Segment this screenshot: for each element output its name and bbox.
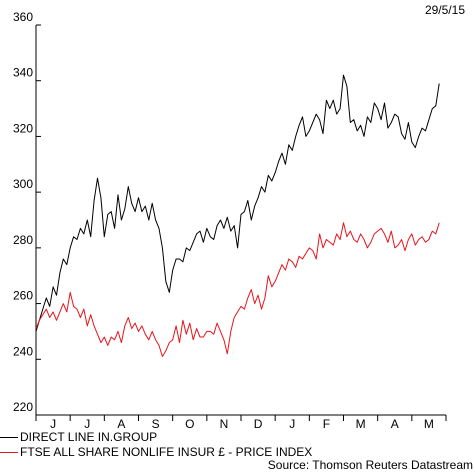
legend-swatch-ftse-nonlife [0,452,18,454]
x-tick-label: J [84,417,90,430]
legend-label-ftse-nonlife: FTSE ALL SHARE NONLIFE INSUR £ - PRICE I… [20,445,313,459]
x-tick-label: M [424,417,434,430]
x-tick-label: A [117,417,125,430]
legend-label-direct-line: DIRECT LINE IN.GROUP [20,430,158,444]
source-note: Source: Thomson Reuters Datastream [267,458,473,472]
y-tick-label: 300 [13,177,33,191]
y-tick-label: 280 [13,233,33,247]
x-tick-label: J [289,417,295,430]
x-tick-label: S [152,417,160,430]
y-tick-label: 360 [13,10,33,24]
x-tick-label: F [323,417,330,430]
y-axis-labels: 220 240 260 280 300 320 340 360 [13,10,33,414]
y-tick-label: 320 [13,121,33,135]
y-axis-ticks [36,24,41,416]
y-tick-label: 340 [13,66,33,80]
legend-item-ftse-nonlife: FTSE ALL SHARE NONLIFE INSUR £ - PRICE I… [0,445,312,459]
y-tick-label: 240 [13,344,33,358]
series-line-direct-line [35,74,440,332]
x-tick-label: M [356,417,366,430]
legend-swatch-direct-line [0,437,18,439]
x-tick-label: A [391,417,399,430]
y-tick-label: 260 [13,289,33,303]
x-tick-label: D [254,417,263,430]
date-label: 29/5/15 [424,3,465,17]
series-line-ftse-nonlife [35,222,440,357]
x-tick-label: J [50,417,56,430]
x-tick-label: N [220,417,229,430]
y-tick-label: 220 [13,400,33,414]
x-axis-ticks [35,415,447,421]
chart: 220 240 260 280 300 320 340 360 J J A S O N D J F M A M [13,10,447,430]
legend-item-direct-line: DIRECT LINE IN.GROUP [0,430,157,444]
series-group [35,74,440,357]
x-tick-label: O [185,417,194,430]
